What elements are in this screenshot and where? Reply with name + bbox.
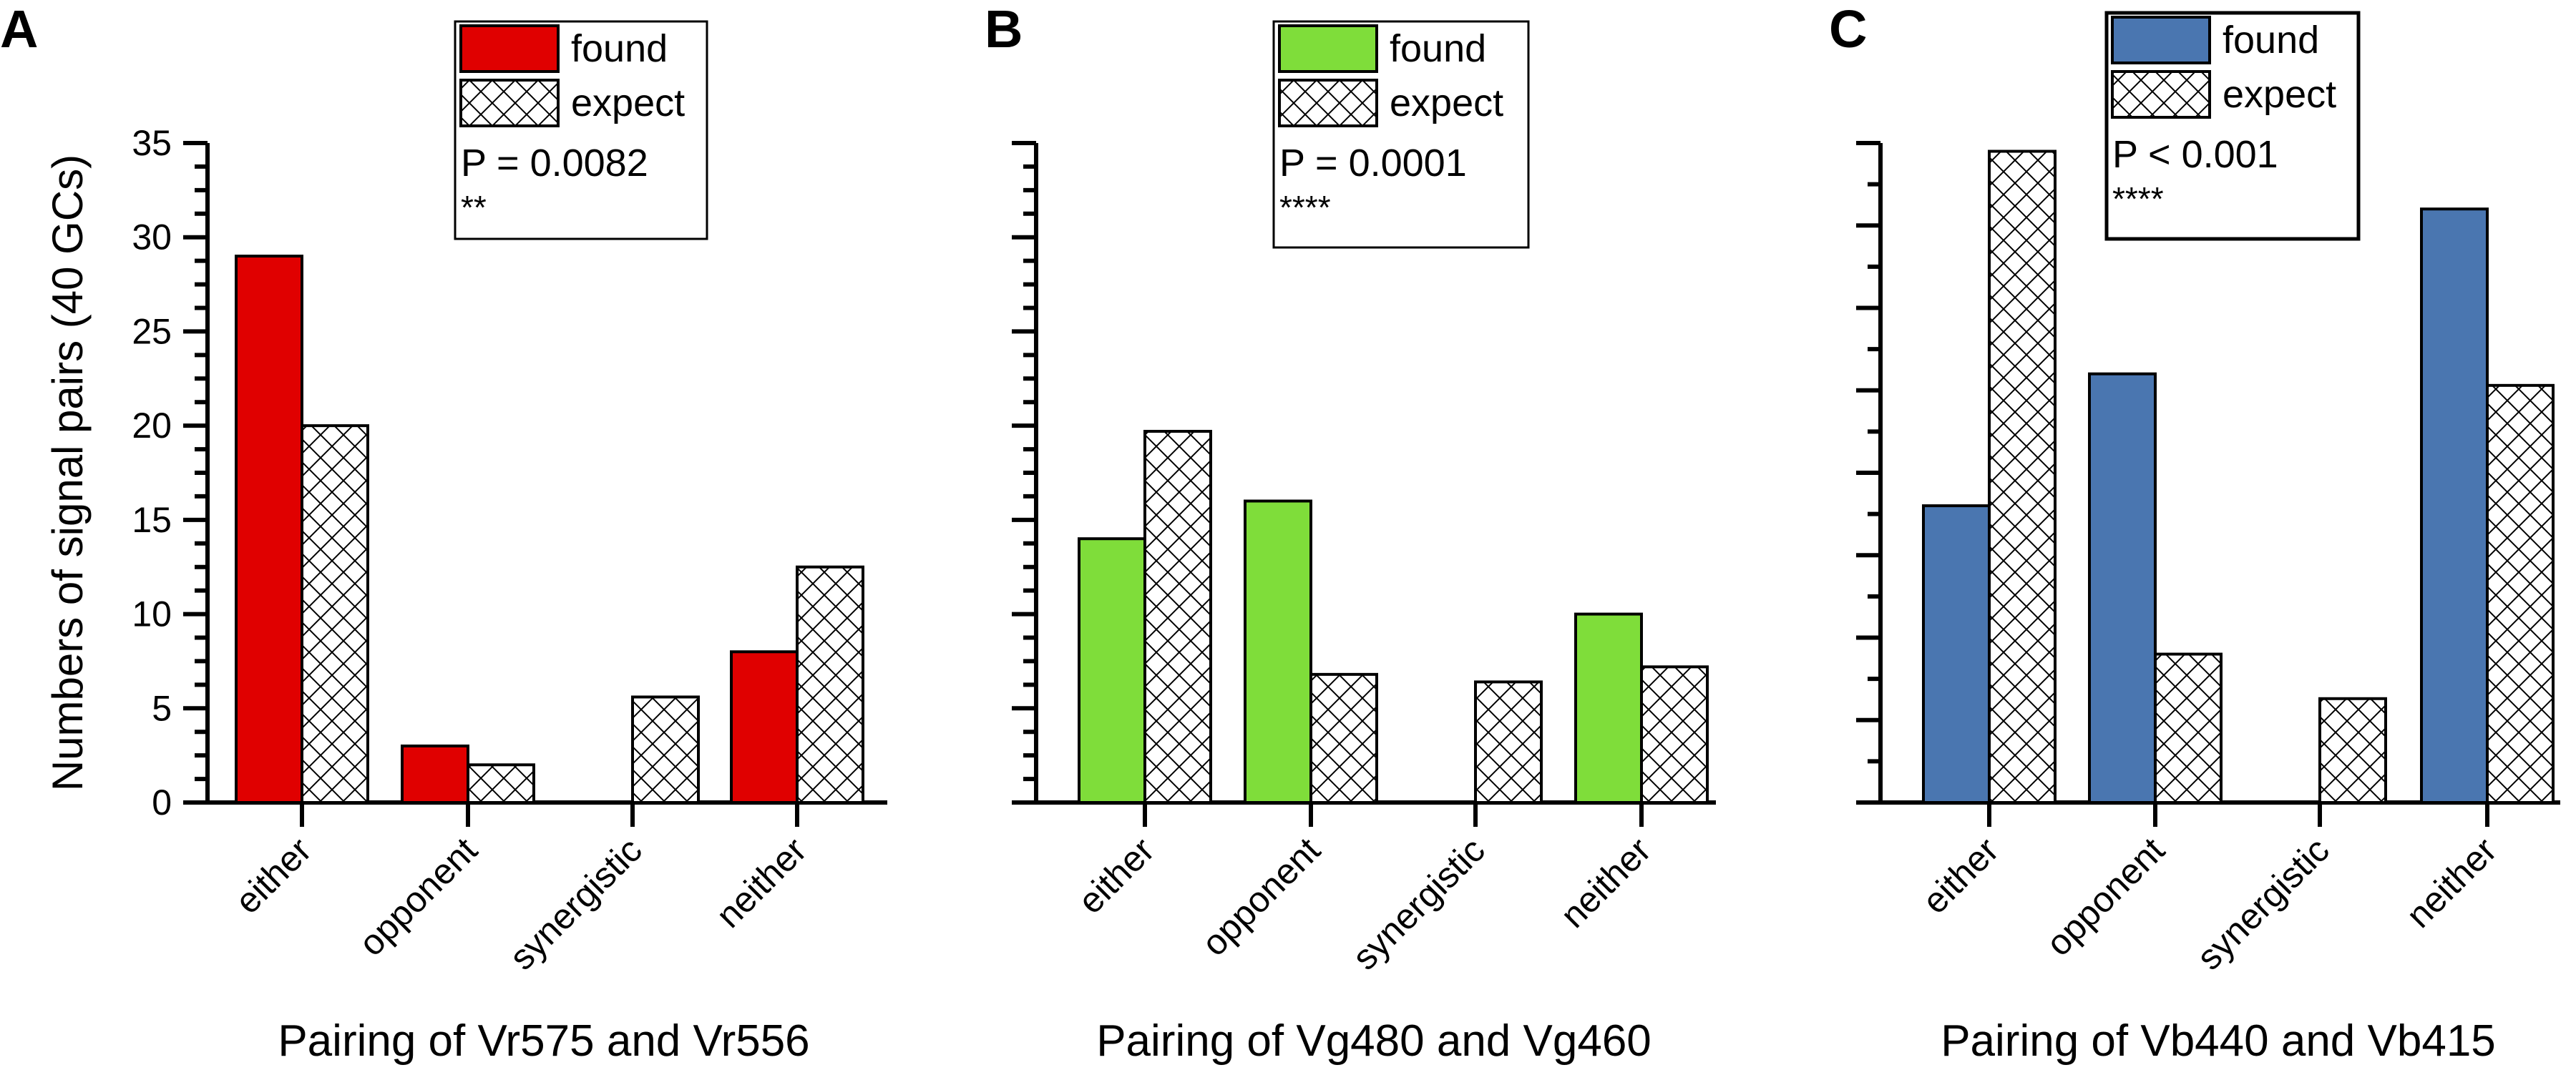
- y-tick-label: 10: [132, 594, 172, 634]
- y-tick-label: 35: [132, 123, 172, 163]
- x-tick-label: either: [1070, 830, 1162, 921]
- bar-found-neither: [1574, 612, 1643, 804]
- legend-swatch-found: [1278, 24, 1378, 73]
- bar-found-opponent: [2088, 372, 2157, 804]
- legend: found expect P = 0.0082 **: [454, 20, 708, 240]
- legend-swatch-expect: [459, 79, 560, 127]
- bar-found-opponent: [401, 744, 469, 805]
- panel-label: A: [0, 0, 38, 59]
- x-axis-label: Pairing of Vr575 and Vr556: [278, 1016, 809, 1066]
- p-value: P = 0.0001: [1279, 142, 1467, 185]
- legend-label-expect: expect: [1390, 82, 1503, 124]
- panel-A: A 0 5 10 15 20 25 30 35 Numbers of signal pairs (…: [0, 0, 887, 1066]
- bar-expect-opponent: [467, 763, 535, 805]
- x-tick-label: opponent: [1194, 830, 1328, 963]
- y-axis-label: Numbers of signal pairs (40 GCs): [44, 154, 92, 791]
- legend: found expect P = 0.0001 ****: [1272, 20, 1530, 249]
- x-tick-label: neither: [1553, 830, 1659, 936]
- bar-expect-synergistic: [2318, 697, 2387, 804]
- x-tick-label: neither: [708, 830, 814, 936]
- x-tick-label: opponent: [2039, 830, 2172, 963]
- bar-expect-opponent: [2154, 652, 2223, 804]
- significance-stars: ****: [1279, 189, 1331, 226]
- y-tick-label: 30: [132, 217, 172, 257]
- panel-label: C: [1829, 0, 1867, 59]
- y-tick-label: 15: [132, 500, 172, 540]
- y-tick-label: 0: [152, 782, 172, 823]
- legend-label-expect: expect: [571, 82, 685, 124]
- x-tick-label: synergistic: [2189, 830, 2337, 978]
- x-tick-label: synergistic: [1345, 830, 1493, 978]
- bar-found-neither: [730, 650, 799, 804]
- bar-expect-neither: [1640, 665, 1709, 804]
- x-tick-label: either: [228, 830, 319, 921]
- legend-box: [454, 20, 708, 240]
- x-tick-label: opponent: [351, 830, 485, 963]
- y-tick-label: 25: [132, 311, 172, 351]
- legend-swatch-found: [459, 24, 560, 73]
- legend-label-found: found: [2223, 19, 2319, 62]
- bar-expect-opponent: [1309, 672, 1378, 805]
- legend-swatch-expect: [2111, 70, 2211, 119]
- legend-swatch-expect: [1278, 79, 1378, 127]
- panel-label: B: [985, 0, 1023, 59]
- x-axis-label: Pairing of Vb440 and Vb415: [1941, 1016, 2496, 1066]
- legend-label-expect: expect: [2223, 73, 2336, 116]
- bar-expect-either: [1143, 430, 1212, 804]
- legend-label-found: found: [1390, 27, 1486, 70]
- y-tick-label: 20: [132, 406, 172, 446]
- x-axis-label: Pairing of Vg480 and Vg460: [1096, 1016, 1652, 1066]
- p-value: P = 0.0082: [461, 142, 648, 185]
- significance-stars: **: [461, 189, 487, 226]
- significance-stars: ****: [2112, 180, 2164, 217]
- bar-expect-synergistic: [1474, 680, 1543, 804]
- legend: found expect P < 0.001 ****: [2104, 11, 2361, 241]
- bar-expect-neither: [796, 565, 864, 804]
- x-tick-label: synergistic: [502, 830, 650, 978]
- bar-found-either: [1078, 537, 1146, 804]
- x-tick-label: either: [1915, 830, 2006, 921]
- bar-expect-neither: [2486, 383, 2555, 804]
- legend-swatch-found: [2111, 16, 2211, 64]
- bar-found-neither: [2420, 207, 2489, 804]
- bar-expect-synergistic: [631, 695, 700, 804]
- p-value: P < 0.001: [2112, 133, 2278, 176]
- bar-found-either: [1922, 504, 1991, 804]
- y-tick-label: 5: [152, 688, 172, 728]
- bar-found-either: [235, 255, 303, 804]
- bar-expect-either: [301, 424, 369, 804]
- legend-label-found: found: [571, 27, 668, 70]
- x-tick-label: neither: [2399, 830, 2504, 936]
- bar-expect-either: [1988, 149, 2057, 804]
- bar-found-opponent: [1244, 499, 1312, 804]
